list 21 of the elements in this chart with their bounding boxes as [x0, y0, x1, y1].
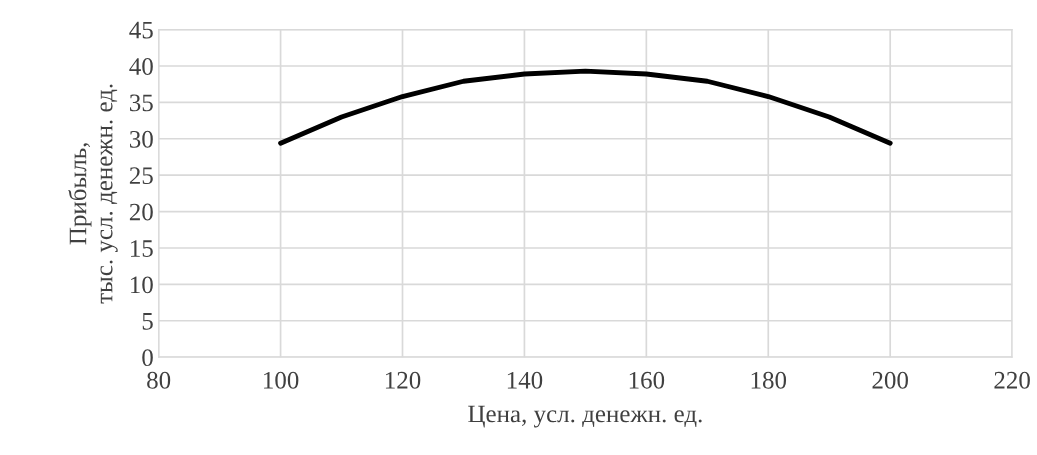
x-tick-label: 220	[994, 371, 1030, 389]
y-tick-label: 10	[131, 276, 153, 294]
line-series	[278, 68, 893, 146]
y-tick-label: 20	[129, 203, 153, 221]
x-tick-label: 200	[872, 371, 908, 389]
y-tick-label: 0	[142, 349, 153, 367]
x-tick-label: 180	[751, 371, 787, 389]
x-tick-label: 120	[385, 371, 421, 389]
y-tick-label: 40	[129, 58, 153, 75]
x-axis-title: Цена, усл. денежн. ед.	[468, 405, 702, 428]
x-tick-label: 100	[264, 371, 299, 389]
y-tick-label: 45	[129, 21, 153, 39]
x-tick-label: 80	[147, 371, 171, 389]
y-tick-label: 15	[131, 240, 153, 257]
y-tick-label: 30	[130, 130, 153, 148]
y-tick-label: 5	[142, 313, 153, 330]
y-tick-label: 25	[129, 167, 153, 185]
y-tick-label: 35	[130, 94, 153, 112]
y-axis-title: Прибыль, тыс. усл. денежн. ед.	[68, 84, 118, 304]
x-tick-label: 160	[629, 371, 665, 389]
x-tick-label: 140	[507, 371, 543, 389]
